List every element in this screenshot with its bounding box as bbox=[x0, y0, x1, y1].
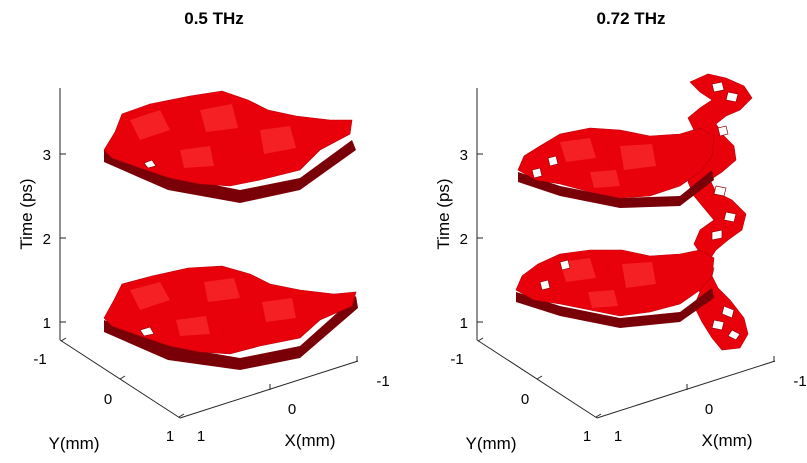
panel-0-72-thz: 0.72 THz 1 2 3 Time (ps) -1 0 1 Y(mm) 1 … bbox=[434, 9, 807, 453]
y-tick-label: 1 bbox=[583, 428, 591, 445]
y-tick-label: 0 bbox=[521, 391, 529, 408]
chart-title: 0.72 THz bbox=[597, 9, 666, 28]
z-tick-label: 2 bbox=[43, 231, 51, 248]
y-tick-label: 0 bbox=[104, 391, 112, 408]
z-tick-label: 1 bbox=[43, 315, 51, 332]
x-axis-line bbox=[596, 360, 776, 419]
panel-0-5-thz: 0.5 THz 1 2 3 Time (ps) -1 0 1 Y(mm) 1 0… bbox=[17, 9, 390, 453]
y-tick-mark bbox=[119, 375, 126, 380]
z-tick-label: 3 bbox=[43, 147, 51, 164]
z-tick-label: 3 bbox=[460, 147, 468, 164]
y-tick-label: 1 bbox=[166, 428, 174, 445]
y-axis-label: Y(mm) bbox=[49, 434, 100, 453]
y-tick-mark bbox=[477, 337, 484, 342]
chart-title: 0.5 THz bbox=[184, 9, 244, 28]
x-tick-label: 0 bbox=[288, 401, 296, 418]
x-tick-label: 0 bbox=[705, 401, 713, 418]
z-axis-label: Time (ps) bbox=[17, 178, 36, 249]
y-tick-mark bbox=[536, 375, 543, 380]
isosurface-blob-lower bbox=[515, 249, 715, 328]
y-tick-mark bbox=[178, 413, 185, 418]
x-tick-label: -1 bbox=[376, 373, 389, 390]
z-axis-label: Time (ps) bbox=[434, 178, 453, 249]
x-axis-line bbox=[179, 360, 359, 419]
x-tick-label: 1 bbox=[197, 428, 205, 445]
y-tick-mark bbox=[595, 413, 602, 418]
x-tick-label: -1 bbox=[793, 373, 806, 390]
x-axis-label: X(mm) bbox=[702, 431, 753, 450]
z-tick-label: 2 bbox=[460, 231, 468, 248]
y-axis-label: Y(mm) bbox=[466, 434, 517, 453]
z-tick-label: 1 bbox=[460, 315, 468, 332]
y-tick-mark bbox=[60, 337, 67, 342]
x-axis-label: X(mm) bbox=[285, 431, 336, 450]
isosurface-blob-upper bbox=[517, 127, 715, 208]
isosurface-blob-upper bbox=[103, 90, 356, 203]
y-tick-label: -1 bbox=[450, 351, 463, 368]
y-tick-label: -1 bbox=[33, 351, 46, 368]
isosurface-blob-lower bbox=[103, 265, 358, 370]
x-tick-label: 1 bbox=[614, 428, 622, 445]
